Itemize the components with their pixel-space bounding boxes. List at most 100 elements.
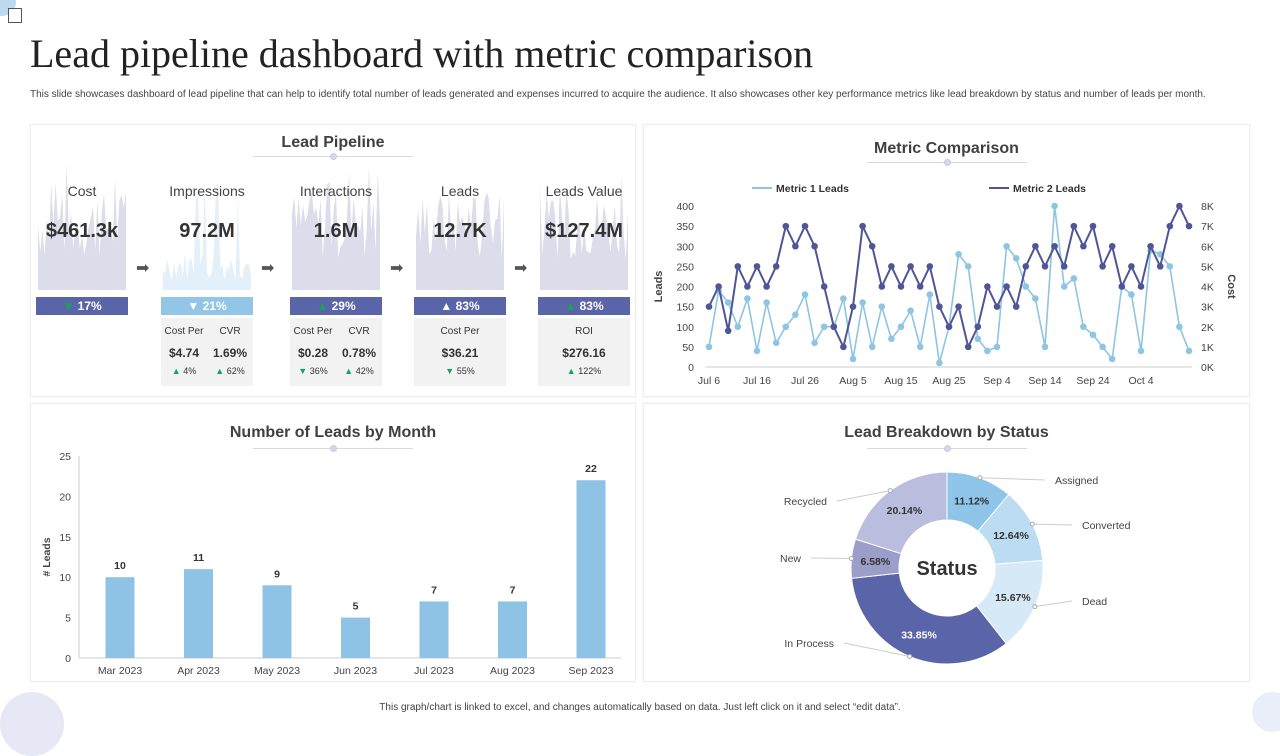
title-divider: [866, 159, 1027, 166]
bar[interactable]: [105, 577, 135, 658]
lead-pipeline-title: Lead Pipeline: [281, 134, 385, 151]
data-point: [763, 283, 770, 290]
data-point: [1108, 242, 1116, 250]
pipeline-stage-impressions: Impressions 97.2M ▼ 21% Cost Per $4.74 ▲ …: [161, 125, 253, 395]
sub-metric-label: Cost Per: [164, 326, 204, 337]
pipeline-stage-cost: Cost $461.3k ▼ 17%: [36, 125, 128, 395]
data-point: [974, 335, 982, 343]
bar[interactable]: [576, 480, 606, 658]
data-point: [888, 263, 895, 270]
data-point: [1012, 303, 1020, 310]
data-point: [1118, 283, 1126, 290]
leader-line: [836, 490, 891, 502]
sub-metric-change-value: 36%: [309, 366, 328, 376]
data-point: [792, 242, 799, 250]
data-point: [705, 343, 713, 351]
title-divider: [253, 153, 413, 160]
bar-value-label: 5: [353, 601, 359, 613]
slice-in-process[interactable]: [851, 572, 1007, 665]
data-point: [955, 303, 962, 310]
data-point: [859, 222, 866, 230]
bar-value-label: 9: [274, 568, 280, 580]
y-axis-label: Leads: [653, 271, 665, 303]
y-tick-label: 150: [676, 302, 694, 314]
data-point: [859, 299, 866, 306]
leads-by-month-chart[interactable]: 0 5 10 15 20 25 # Leads 10 Mar 2023 11 Apr 2023 9 Ma…: [31, 404, 637, 683]
data-point: [1041, 263, 1049, 270]
triangle-down-icon: ▼: [298, 366, 308, 376]
data-point: [811, 339, 818, 347]
sub-metric-change: ▲ 42%: [336, 366, 382, 376]
data-point: [1185, 347, 1193, 355]
sub-metric-value: $4.74: [168, 346, 200, 360]
metric-comparison-chart[interactable]: 0 50 100 150 200 250 300 350 400 0K 1K 2K 3K 4K 5K 6K 7K…: [644, 125, 1251, 398]
change-value: 21%: [202, 299, 227, 313]
bar[interactable]: [262, 585, 292, 658]
title-divider: [866, 445, 1027, 452]
data-point: [1089, 222, 1097, 230]
data-point: [974, 323, 982, 331]
x-tick-label: Jul 2023: [414, 665, 454, 677]
sub-metrics: Cost Per $4.74 ▲ 4% CVR 1.69% ▲ 62%: [161, 318, 253, 386]
triangle-up-icon: ▲: [171, 366, 181, 376]
stage-value: 97.2M: [179, 220, 235, 242]
change-badge: ▲ 83%: [414, 297, 506, 315]
data-point: [1147, 242, 1154, 250]
legend-label: Metric 2 Leads: [1013, 183, 1086, 195]
data-point: [1003, 283, 1010, 290]
y-tick-label: 50: [682, 342, 694, 354]
y2-tick-label: 4K: [1201, 282, 1214, 294]
y-tick-label: 200: [676, 282, 694, 294]
data-point: [715, 283, 722, 290]
triangle-up-icon: ▲: [316, 299, 329, 313]
change-value: 83%: [455, 299, 480, 313]
y-tick-label: 0: [65, 653, 71, 665]
data-point: [734, 263, 742, 270]
y-tick-label: 350: [676, 221, 694, 233]
sub-metric-value: $36.21: [441, 346, 479, 360]
change-badge: ▼ 21%: [161, 297, 253, 315]
lead-breakdown-chart[interactable]: 11.12% Assigned 12.64% Converted 15.67% Dead 3…: [644, 404, 1251, 683]
data-point: [1099, 263, 1106, 270]
data-point: [907, 307, 914, 314]
series-2: [705, 202, 1193, 351]
data-point: [868, 242, 876, 250]
data-point: [945, 323, 953, 331]
bar[interactable]: [341, 617, 370, 658]
y2-tick-label: 3K: [1201, 302, 1214, 314]
sub-metric-change: ▼ 55%: [414, 366, 506, 376]
data-point: [897, 323, 905, 331]
x-tick-label: Aug 25: [932, 375, 965, 387]
slice-value-label: 6.58%: [860, 556, 890, 568]
x-tick-label: Sep 2023: [569, 665, 614, 677]
slice-name-label: Dead: [1082, 596, 1107, 608]
y-tick-label: 25: [59, 451, 71, 463]
data-point: [1137, 347, 1145, 355]
data-point: [744, 295, 751, 302]
bar[interactable]: [498, 601, 527, 658]
data-point: [926, 291, 934, 298]
data-point: [984, 347, 991, 355]
leader-line: [1032, 523, 1073, 526]
data-point: [801, 222, 809, 230]
bar[interactable]: [184, 569, 213, 658]
bar[interactable]: [419, 601, 449, 658]
data-point: [753, 347, 761, 355]
slice-recycled[interactable]: [854, 471, 948, 555]
data-point: [1156, 263, 1164, 270]
sub-metric-change-value: 122%: [578, 366, 602, 376]
leader-dot: [1032, 604, 1038, 610]
sub-metrics: ROI $276.16 ▲ 122%: [538, 318, 630, 386]
data-point: [782, 222, 790, 230]
x-tick-label: May 2023: [254, 665, 300, 677]
data-point: [1070, 275, 1078, 282]
sub-metric-change-value: 42%: [355, 366, 374, 376]
slice-value-label: 11.12%: [954, 495, 990, 507]
y-axis-label: # Leads: [41, 537, 53, 576]
legend-label: Metric 1 Leads: [776, 183, 849, 195]
y-tick-label: 10: [59, 572, 71, 584]
slice-name-label: Assigned: [1055, 475, 1098, 487]
data-point: [878, 283, 886, 290]
sub-metric-change: ▼ 36%: [290, 366, 336, 376]
sub-metric-change: ▲ 4%: [161, 366, 207, 376]
